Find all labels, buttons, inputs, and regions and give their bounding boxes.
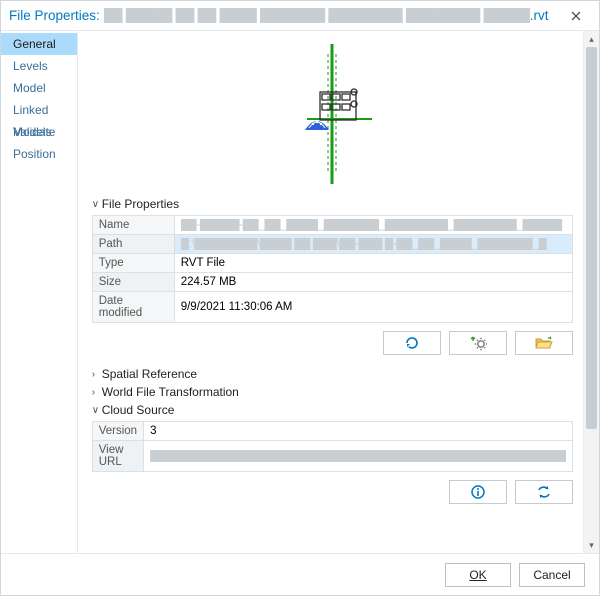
file-action-buttons [92,331,573,355]
title-filename: ██ █████ ██ ██ ████ ███████ ████████ ███… [104,8,549,23]
content-scrollbar[interactable]: ▴ ▾ [583,31,599,553]
prop-value-version[interactable]: 3 [144,422,573,441]
section-spatial-reference[interactable]: › Spatial Reference [92,367,573,381]
file-properties-table: Name ██-█████-██_██_████_███████_███████… [92,215,573,323]
prop-label-size: Size [92,273,174,292]
prop-value-size[interactable]: 224.57 MB [174,273,572,292]
sync-button[interactable] [515,480,573,504]
content-wrap: ∨ File Properties Name ██-█████-██_██_██… [78,31,599,553]
table-row: View URL ███████████████████████████████… [92,441,572,472]
section-cloud-source[interactable]: ∨ Cloud Source [92,403,573,417]
prop-label-date: Date modified [92,292,174,323]
title-filename-blur: ██ █████ ██ ██ ████ ███████ ████████ ███… [104,8,530,23]
nav-levels[interactable]: Levels [1,55,77,77]
titlebar: File Properties: ██ █████ ██ ██ ████ ███… [1,1,599,31]
dialog-footer: OK Cancel [1,553,599,595]
info-button[interactable] [449,480,507,504]
section-spatial-reference-title: Spatial Reference [102,367,197,381]
close-button[interactable] [561,2,591,30]
prop-value-type[interactable]: RVT File [174,254,572,273]
cloud-action-buttons [92,480,573,504]
section-file-properties-title: File Properties [102,197,179,211]
chevron-down-icon: ∨ [92,199,102,210]
scroll-up-icon[interactable]: ▴ [584,31,599,47]
section-world-file-transformation[interactable]: › World File Transformation [92,385,573,399]
nav-linked-models[interactable]: Linked Models [1,99,77,121]
prop-label-viewurl: View URL [92,441,143,472]
cloud-source-table: Version 3 View URL █████████████████████… [92,421,573,472]
ok-button[interactable]: OK [445,563,511,587]
chevron-right-icon: › [92,387,102,398]
prop-value-viewurl[interactable]: ████████████████████████████████████████… [144,441,573,472]
scroll-track[interactable] [586,47,597,537]
section-world-file-title: World File Transformation [102,385,239,399]
section-cloud-source-title: Cloud Source [102,403,175,417]
prop-value-path[interactable]: █:\████████\████ ██ ███\██-███ █-██_██_█… [174,235,572,254]
title-label: File Properties: [9,8,100,23]
folder-open-button[interactable] [515,331,573,355]
nav-general[interactable]: General [1,33,77,55]
section-file-properties[interactable]: ∨ File Properties [92,197,573,211]
content-panel: ∨ File Properties Name ██-█████-██_██_██… [78,31,583,553]
table-row: Version 3 [92,422,572,441]
file-preview [92,39,573,189]
prop-value-name[interactable]: ██-█████-██_██_████_███████_████████_███… [174,216,572,235]
prop-label-path: Path [92,235,174,254]
sidebar-nav: General Levels Model Linked Models Valid… [1,31,78,553]
close-icon [571,11,581,21]
refresh-icon [404,335,420,351]
dialog-body: General Levels Model Linked Models Valid… [1,31,599,553]
table-row: Type RVT File [92,254,572,273]
prop-label-name: Name [92,216,174,235]
chevron-right-icon: › [92,369,102,380]
info-icon [471,485,485,499]
nav-model[interactable]: Model [1,77,77,99]
nav-validate-position[interactable]: Validate Position [1,121,77,143]
prop-label-version: Version [92,422,143,441]
file-properties-dialog: File Properties: ██ █████ ██ ██ ████ ███… [0,0,600,596]
chevron-down-icon: ∨ [92,405,102,416]
table-row: Name ██-█████-██_██_████_███████_███████… [92,216,572,235]
scroll-thumb[interactable] [586,47,597,429]
prop-value-date[interactable]: 9/9/2021 11:30:06 AM [174,292,572,323]
title-ext: .rvt [530,8,549,23]
folder-open-icon [535,336,553,350]
refresh-button[interactable] [383,331,441,355]
table-row: Date modified 9/9/2021 11:30:06 AM [92,292,572,323]
sync-icon [536,485,552,499]
prop-label-type: Type [92,254,174,273]
gear-export-button[interactable] [449,331,507,355]
gear-export-icon [469,335,487,351]
table-row: Size 224.57 MB [92,273,572,292]
preview-icon [272,44,392,184]
cancel-button[interactable]: Cancel [519,563,585,587]
table-row: Path █:\████████\████ ██ ███\██-███ █-██… [92,235,572,254]
scroll-down-icon[interactable]: ▾ [584,537,599,553]
